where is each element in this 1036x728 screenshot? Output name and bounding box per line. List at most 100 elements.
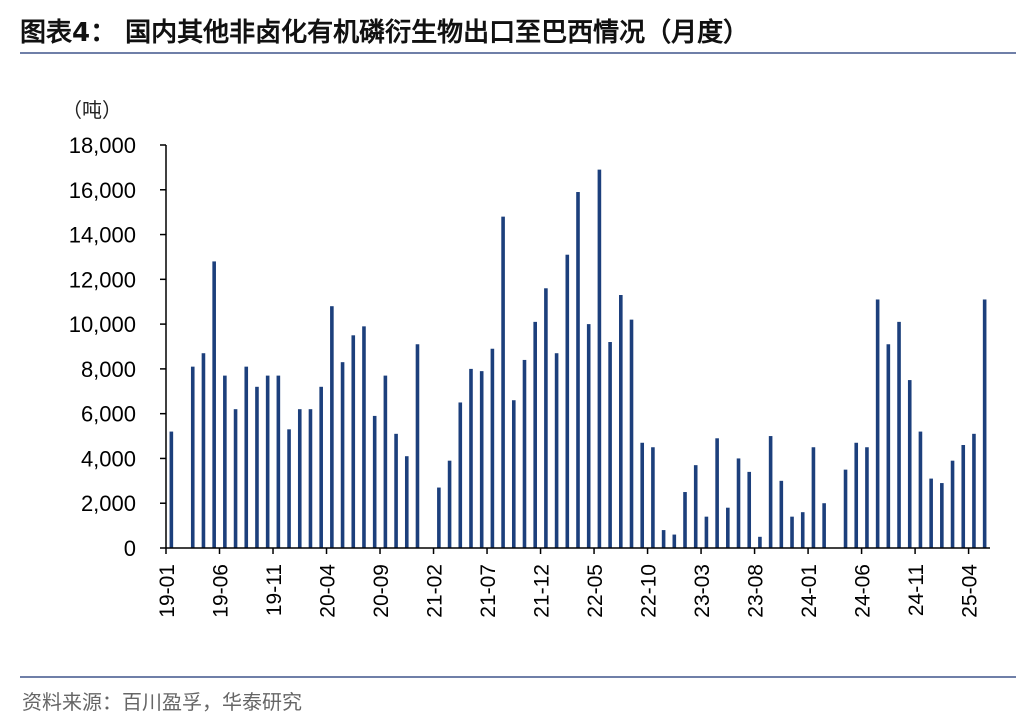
bar-21-04 bbox=[458, 402, 463, 548]
bar-19-07 bbox=[233, 409, 238, 548]
bar-19-04 bbox=[201, 353, 206, 548]
bar-23-11 bbox=[790, 516, 794, 548]
bar-20-04 bbox=[330, 306, 334, 548]
x-tick-label: 19-01 bbox=[156, 564, 179, 618]
bar-24-09 bbox=[897, 321, 901, 548]
bar-19-12 bbox=[287, 429, 291, 548]
bar-22-07 bbox=[619, 295, 623, 548]
bar-20-09 bbox=[383, 375, 388, 548]
x-tick-label: 22-05 bbox=[584, 564, 607, 618]
bar-22-09 bbox=[640, 442, 645, 548]
y-tick-label: 14,000 bbox=[69, 223, 136, 248]
bar-25-02 bbox=[950, 460, 955, 548]
bar-21-09 bbox=[511, 400, 516, 548]
bar-20-10 bbox=[394, 433, 398, 548]
bar-21-11 bbox=[533, 321, 537, 548]
bar-20-02 bbox=[308, 409, 313, 548]
source-divider bbox=[20, 676, 1016, 678]
bar-22-02 bbox=[565, 254, 570, 548]
x-tick-label: 21-02 bbox=[424, 564, 447, 618]
title-bar: 图表4： 国内其他非卤化有机磷衍生物出口至巴西情况（月度） bbox=[20, 10, 1016, 54]
x-tick-label: 20-09 bbox=[370, 564, 393, 618]
bar-24-01 bbox=[811, 447, 816, 548]
bar-23-03 bbox=[704, 516, 709, 548]
bar-24-08 bbox=[886, 344, 891, 548]
y-axis-unit-label: （吨） bbox=[62, 98, 122, 122]
bar-19-10 bbox=[265, 375, 270, 548]
x-tick-label: 21-12 bbox=[531, 564, 554, 618]
x-tick-label: 19-11 bbox=[263, 564, 286, 616]
bar-20-08 bbox=[372, 415, 377, 548]
bar-23-07 bbox=[747, 471, 752, 548]
bar-19-11 bbox=[276, 375, 281, 548]
bar-21-12 bbox=[544, 288, 548, 548]
y-tick-label: 16,000 bbox=[69, 178, 136, 203]
bar-21-03 bbox=[447, 460, 452, 548]
bar-22-04 bbox=[586, 324, 591, 548]
bar-23-12 bbox=[800, 512, 805, 548]
bar-20-03 bbox=[319, 386, 323, 548]
bar-19-03 bbox=[190, 366, 195, 548]
bar-23-08 bbox=[758, 536, 762, 548]
bar-22-05 bbox=[597, 169, 602, 548]
bar-20-12 bbox=[415, 344, 420, 548]
bar-22-11 bbox=[661, 530, 666, 548]
x-tick-label: 19-06 bbox=[210, 564, 233, 618]
bar-24-11 bbox=[918, 431, 923, 548]
bar-chart: 0 2,000 4,000 6,000 8,000 10,000 12,000 14,000 1… bbox=[69, 133, 990, 618]
bar-23-09 bbox=[768, 436, 773, 548]
y-tick-label: 8,000 bbox=[81, 357, 136, 382]
bar-20-07 bbox=[362, 326, 366, 548]
x-tick-label: 25-04 bbox=[959, 564, 982, 618]
bar-25-01 bbox=[940, 483, 944, 548]
bar-23-02 bbox=[693, 465, 698, 548]
bar-23-04 bbox=[715, 438, 719, 548]
y-tick-label: 12,000 bbox=[69, 267, 136, 292]
bar-25-04 bbox=[972, 433, 976, 548]
bar-22-06 bbox=[608, 342, 612, 548]
bar-25-05 bbox=[982, 299, 987, 548]
bar-23-06 bbox=[736, 458, 741, 548]
chart-title: 图表4： 国内其他非卤化有机磷衍生物出口至巴西情况（月度） bbox=[20, 18, 750, 48]
bar-23-05 bbox=[726, 507, 730, 548]
bar-22-01 bbox=[554, 353, 559, 548]
bar-20-05 bbox=[340, 362, 345, 548]
x-tick-label: 20-04 bbox=[317, 564, 340, 618]
x-tick-label: 23-08 bbox=[745, 564, 768, 618]
x-tick-label: 24-06 bbox=[852, 564, 875, 618]
bar-23-10 bbox=[779, 480, 784, 548]
bar-22-10 bbox=[651, 447, 655, 548]
y-tick-label: 10,000 bbox=[69, 312, 136, 337]
bar-21-10 bbox=[522, 359, 527, 548]
x-tick-label: 24-01 bbox=[798, 564, 821, 618]
bar-20-06 bbox=[351, 335, 356, 548]
bar-24-04 bbox=[843, 469, 848, 548]
y-tick-label: 2,000 bbox=[81, 491, 136, 516]
bar-24-10 bbox=[907, 380, 912, 548]
bar-23-01 bbox=[683, 492, 687, 548]
x-tick-label: 21-07 bbox=[477, 564, 500, 618]
bar-24-05 bbox=[854, 442, 859, 548]
bar-21-06 bbox=[479, 371, 484, 548]
bar-24-02 bbox=[822, 503, 826, 548]
bar-21-07 bbox=[490, 348, 495, 548]
y-tick-label: 4,000 bbox=[81, 446, 136, 471]
bar-22-03 bbox=[576, 192, 580, 548]
y-tick-label: 18,000 bbox=[69, 133, 136, 158]
bar-series bbox=[169, 169, 987, 548]
bar-20-11 bbox=[404, 456, 409, 548]
source-note: 资料来源：百川盈孚，华泰研究 bbox=[22, 690, 302, 714]
bar-24-06 bbox=[865, 447, 869, 548]
x-tick-label: 23-03 bbox=[691, 564, 714, 618]
bar-19-08 bbox=[244, 366, 249, 548]
bar-24-07 bbox=[875, 299, 880, 548]
bar-19-05 bbox=[212, 261, 216, 548]
bar-24-12 bbox=[929, 478, 933, 548]
bar-21-08 bbox=[501, 216, 505, 548]
bar-19-06 bbox=[223, 375, 227, 548]
bar-19-01 bbox=[169, 431, 174, 548]
y-axis: 0 2,000 4,000 6,000 8,000 10,000 12,000 14,000 1… bbox=[69, 133, 167, 561]
x-tick-label: 24-11 bbox=[905, 564, 928, 616]
y-tick-label: 6,000 bbox=[81, 402, 136, 427]
y-tick-label: 0 bbox=[124, 536, 136, 561]
